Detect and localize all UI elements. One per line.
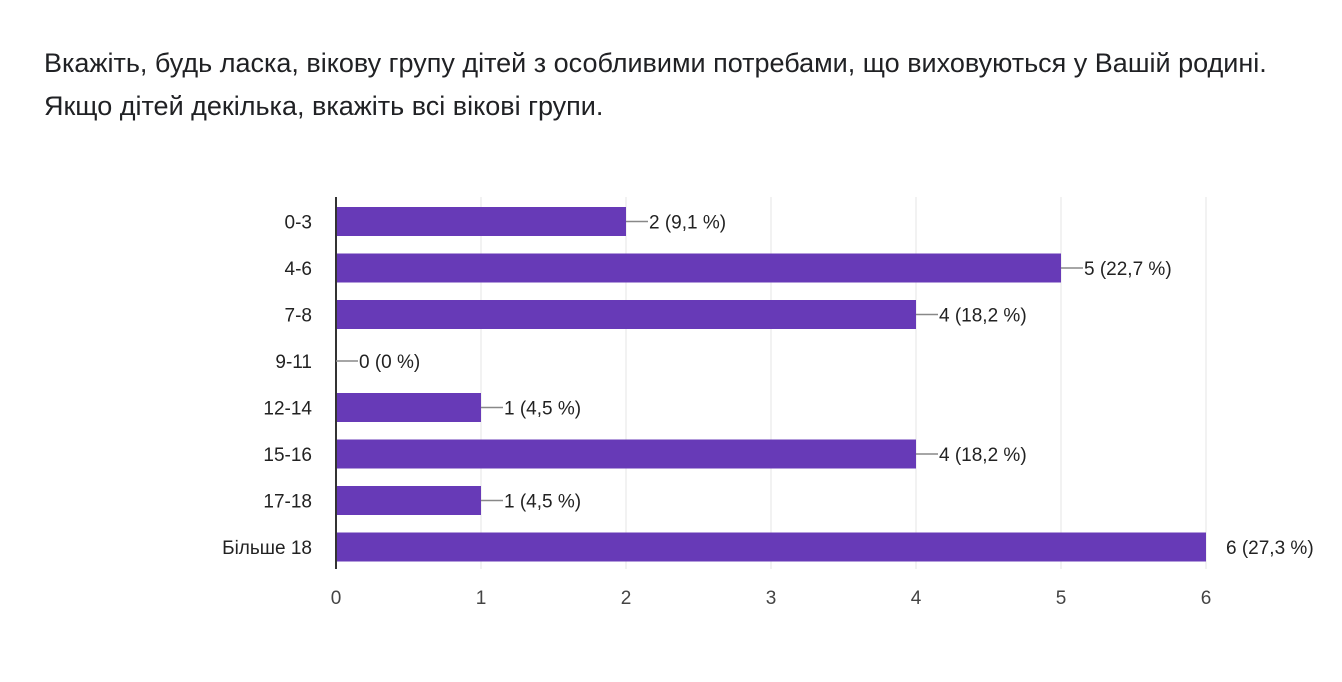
data-label: 4 (18,2 %) xyxy=(939,306,1027,327)
category-label: 9-11 xyxy=(275,352,312,373)
x-tick-label: 4 xyxy=(911,588,922,609)
bar xyxy=(336,439,916,469)
bar xyxy=(336,393,481,422)
x-tick-label: 5 xyxy=(1056,588,1067,609)
category-label: 7-8 xyxy=(285,306,312,327)
category-label: 15-16 xyxy=(263,445,312,466)
grid-lines xyxy=(480,197,1207,569)
labels: 0 1 2 3 4 5 6 0-3 2 (9,1 %) 4-6 5 (22,7 %) 7-8 4 (18… xyxy=(222,213,1314,610)
bar xyxy=(336,253,1061,283)
category-label: Більше 18 xyxy=(222,538,312,559)
data-label: 1 (4,5 %) xyxy=(504,399,581,420)
x-tick-label: 2 xyxy=(621,588,632,609)
question-title: Вкажіть, будь ласка, вікову групу дітей … xyxy=(44,48,1267,121)
x-tick-label: 3 xyxy=(766,588,777,609)
x-tick-label: 0 xyxy=(331,588,342,609)
bar xyxy=(336,300,916,329)
data-label: 6 (27,3 %) xyxy=(1226,538,1314,559)
category-label: 17-18 xyxy=(263,492,312,513)
data-label: 5 (22,7 %) xyxy=(1084,259,1172,280)
bars xyxy=(336,207,1206,562)
data-label: 1 (4,5 %) xyxy=(504,492,581,513)
x-tick-label: 6 xyxy=(1201,588,1212,609)
category-label: 4-6 xyxy=(285,259,312,280)
bar xyxy=(336,207,626,236)
bar xyxy=(336,486,481,515)
x-tick-label: 1 xyxy=(476,588,487,609)
data-label: 2 (9,1 %) xyxy=(649,213,726,234)
category-label: 12-14 xyxy=(263,399,312,420)
category-label: 0-3 xyxy=(285,213,312,234)
bar xyxy=(336,532,1206,562)
data-label: 4 (18,2 %) xyxy=(939,445,1027,466)
data-label: 0 (0 %) xyxy=(359,352,420,373)
